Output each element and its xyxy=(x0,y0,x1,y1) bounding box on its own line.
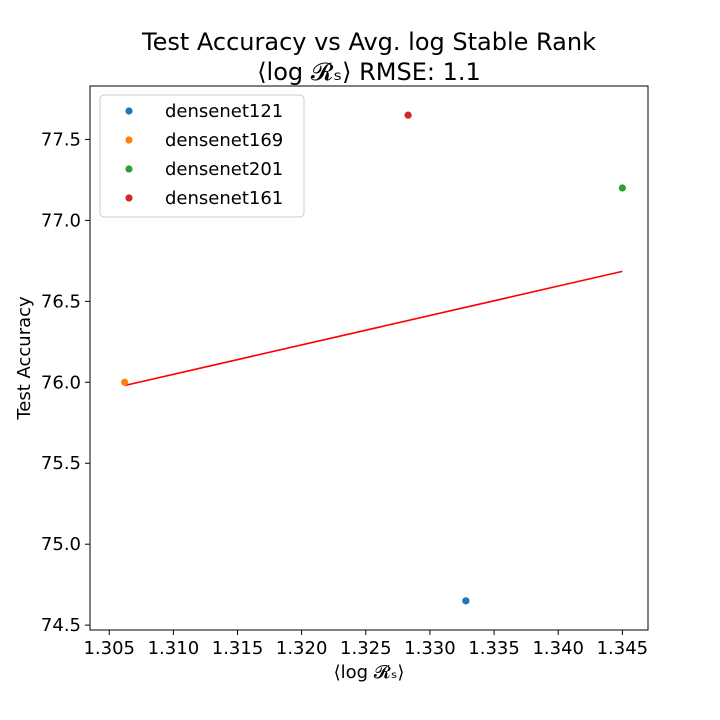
y-tick-label: 75.0 xyxy=(41,534,81,555)
x-axis: 1.305 1.310 1.315 1.320 1.325 1.330 1.335 1.340… xyxy=(83,630,648,659)
y-tick-label: 76.0 xyxy=(41,372,81,393)
point-densenet169 xyxy=(121,378,129,386)
x-tick-label: 1.320 xyxy=(276,638,328,659)
fit-line-group xyxy=(124,270,623,387)
chart-title-group: Test Accuracy vs Avg. log Stable Rank ⟨l… xyxy=(141,28,596,86)
x-tick-label: 1.330 xyxy=(404,638,456,659)
legend-marker-densenet169 xyxy=(125,136,133,144)
chart-title: Test Accuracy vs Avg. log Stable Rank xyxy=(141,28,596,56)
x-tick-label: 1.340 xyxy=(532,638,584,659)
y-axis-label: Test Accuracy xyxy=(14,296,35,421)
legend-label-densenet121: densenet121 xyxy=(165,101,283,122)
legend-marker-densenet121 xyxy=(125,107,133,115)
fit-line xyxy=(124,270,623,387)
scatter-points xyxy=(121,111,626,605)
x-tick-label: 1.310 xyxy=(148,638,200,659)
y-axis: 74.5 75.0 75.5 76.0 76.5 77.0 77.5 xyxy=(41,129,90,636)
chart-subtitle: ⟨log 𝓡ₛ⟩ RMSE: 1.1 xyxy=(257,58,481,86)
point-densenet161 xyxy=(404,111,412,119)
legend-marker-densenet161 xyxy=(125,194,133,202)
legend-label-densenet161: densenet161 xyxy=(165,188,283,209)
legend-marker-densenet201 xyxy=(125,165,133,173)
x-tick-label: 1.315 xyxy=(212,638,264,659)
legend: densenet121 densenet169 densenet201 densene… xyxy=(99,94,305,218)
x-tick-label: 1.305 xyxy=(83,638,135,659)
x-tick-label: 1.335 xyxy=(468,638,520,659)
y-tick-label: 74.5 xyxy=(41,615,81,636)
y-tick-label: 77.0 xyxy=(41,210,81,231)
legend-box xyxy=(99,94,305,218)
y-tick-label: 77.5 xyxy=(41,129,81,150)
legend-label-densenet169: densenet169 xyxy=(165,130,283,151)
point-densenet201 xyxy=(618,184,626,192)
x-tick-label: 1.345 xyxy=(597,638,649,659)
legend-label-densenet201: densenet201 xyxy=(165,159,283,180)
y-tick-label: 76.5 xyxy=(41,291,81,312)
x-axis-label: ⟨log 𝓡ₛ⟩ xyxy=(334,662,405,683)
x-tick-label: 1.325 xyxy=(340,638,392,659)
point-densenet121 xyxy=(462,597,470,605)
y-tick-label: 75.5 xyxy=(41,453,81,474)
plot-frame xyxy=(89,85,649,631)
